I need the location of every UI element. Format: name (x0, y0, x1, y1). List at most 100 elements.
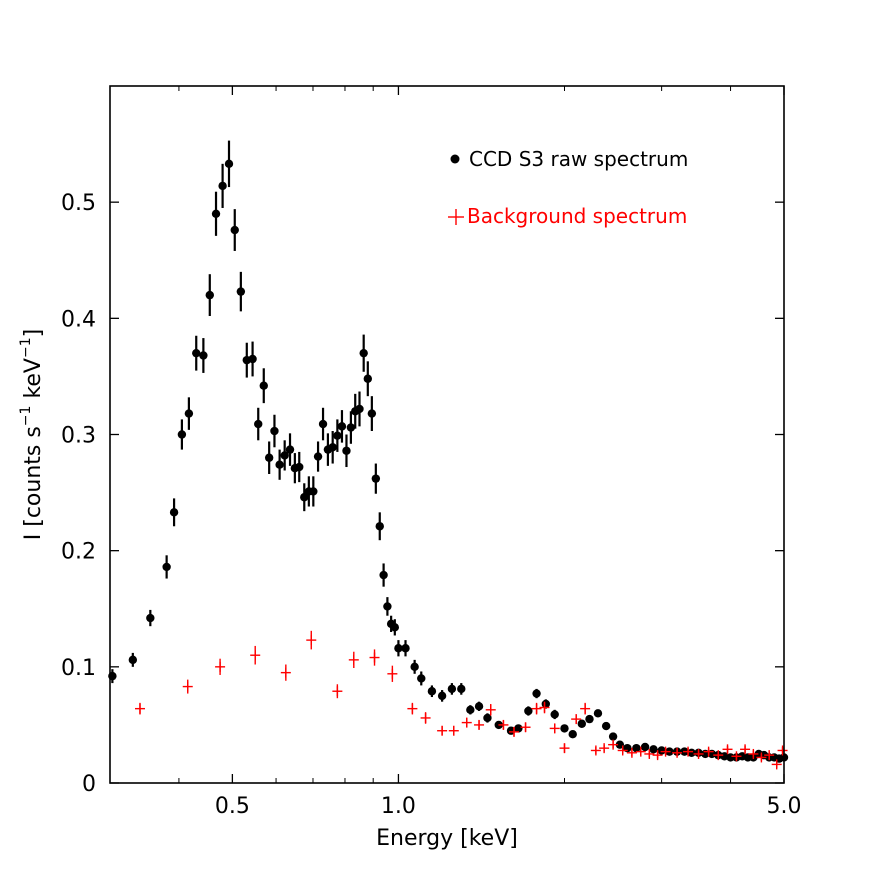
background-data-point (703, 746, 714, 757)
raw-data-point (363, 361, 373, 397)
legend-marker-raw-spectrum (450, 154, 460, 164)
background-data-point (134, 702, 145, 715)
raw-data-point (608, 732, 618, 741)
background-data-point (771, 759, 782, 770)
background-data-point (713, 750, 724, 761)
raw-data-point (313, 441, 323, 472)
background-data-point (748, 748, 759, 759)
y-axis-label-end: ] (21, 329, 46, 338)
background-data-point (369, 649, 380, 666)
background-data-point (652, 750, 663, 761)
series-raw-spectrum (108, 140, 789, 763)
background-data-point (672, 747, 683, 758)
background-data-point (764, 750, 775, 761)
raw-data-point (359, 334, 368, 372)
raw-data-point (593, 709, 603, 718)
background-data-point (461, 717, 472, 728)
raw-data-point (318, 407, 328, 441)
raw-data-point (333, 419, 342, 452)
tick-labels: 0.5 1.0 5.0 0 0.1 0.2 0.3 0.4 0.5 (61, 191, 802, 819)
raw-data-point (224, 140, 234, 188)
raw-data-point (417, 671, 426, 686)
raw-data-point (280, 440, 289, 471)
raw-data-point (199, 338, 208, 373)
background-data-point (407, 702, 418, 715)
y-tick-label: 0.2 (61, 540, 96, 565)
background-data-point (215, 658, 226, 675)
raw-data-point (524, 706, 533, 716)
raw-data-point (285, 433, 295, 466)
raw-data-point (532, 688, 541, 699)
legend-label-background: Background spectrum (467, 204, 687, 228)
raw-data-point (184, 397, 194, 430)
background-data-point (626, 747, 637, 758)
background-data-point (740, 744, 751, 755)
background-data-point (306, 630, 317, 650)
raw-data-point (601, 721, 611, 731)
background-data-point (387, 665, 398, 682)
y-tick-label: 0.3 (61, 424, 96, 449)
y-tick-label: 0 (82, 772, 96, 797)
background-data-point (332, 684, 343, 699)
legend: CCD S3 raw spectrum Background spectrum (448, 147, 688, 228)
y-tick-label: 0.4 (61, 307, 96, 332)
background-data-point (599, 743, 610, 754)
background-data-point (182, 679, 193, 694)
y-tick-label: 0.1 (61, 656, 96, 681)
raw-data-point (211, 191, 221, 236)
raw-data-point (506, 726, 516, 735)
raw-data-point (177, 419, 187, 450)
y-tick-label: 0.5 (61, 191, 96, 216)
raw-data-point (427, 685, 437, 698)
background-data-point (280, 664, 291, 681)
raw-data-point (726, 753, 735, 762)
raw-data-point (390, 619, 400, 636)
raw-data-point (371, 463, 381, 494)
y-axis-label: I [counts s−1 keV−1] (18, 329, 46, 540)
background-data-point (420, 712, 431, 724)
background-data-point (539, 701, 550, 714)
background-data-point (683, 746, 694, 757)
raw-data-point (585, 714, 594, 724)
raw-data-point (410, 659, 419, 674)
raw-data-point (379, 563, 388, 587)
background-data-point (250, 645, 261, 665)
raw-data-point (550, 709, 559, 720)
raw-data-point (295, 451, 304, 483)
raw-data-point (192, 335, 201, 371)
background-data-point (509, 726, 520, 737)
raw-data-point (401, 640, 410, 657)
background-data-point (448, 725, 459, 736)
background-data-point (348, 651, 359, 668)
raw-data-point (264, 441, 274, 474)
raw-data-point (162, 555, 171, 579)
raw-data-point (615, 740, 625, 749)
raw-data-point (568, 730, 577, 739)
raw-data-point (394, 640, 403, 657)
background-data-point (608, 739, 619, 750)
background-data-point (644, 748, 655, 759)
raw-data-point (254, 407, 263, 441)
background-data-point (635, 746, 646, 757)
axis-ticks (110, 86, 785, 784)
raw-data-point (275, 449, 284, 480)
raw-data-point (474, 701, 484, 711)
raw-data-point (577, 719, 587, 728)
x-tick-label: 1.0 (381, 794, 416, 819)
y-axis-label-sup1: −1 (18, 406, 34, 427)
background-data-point (693, 748, 704, 759)
background-data-point (722, 744, 733, 755)
raw-data-point (447, 683, 457, 695)
plot-marks (108, 140, 789, 770)
raw-data-point (169, 498, 179, 527)
y-axis-label-main: I [counts s (21, 426, 46, 540)
background-data-point (437, 725, 448, 736)
raw-data-point (657, 746, 666, 755)
raw-data-point (146, 609, 155, 627)
background-data-point (498, 719, 509, 730)
raw-data-point (457, 683, 466, 695)
background-data-point (571, 714, 582, 725)
series-background (134, 630, 788, 770)
background-data-point (777, 745, 788, 756)
